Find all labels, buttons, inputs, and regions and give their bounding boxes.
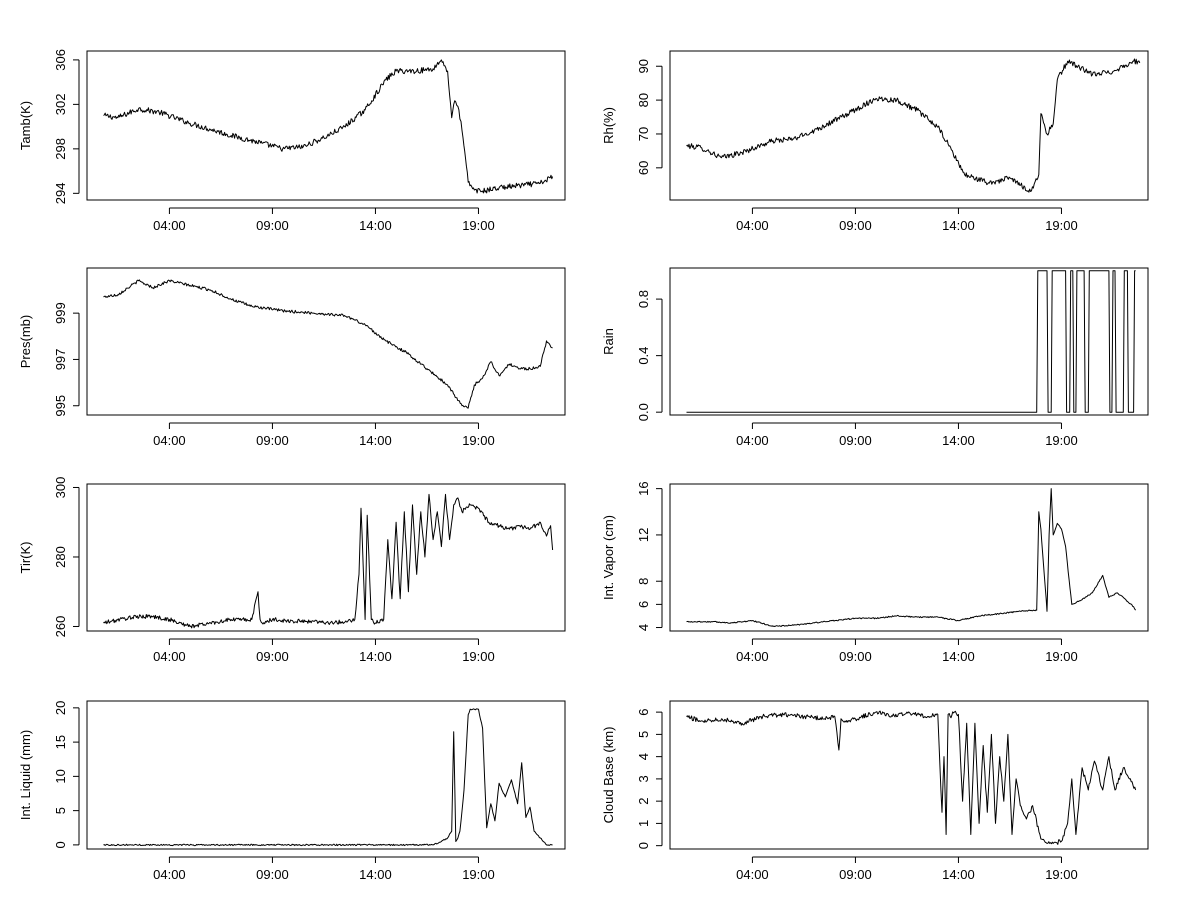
y-tick-label: 997: [53, 349, 68, 371]
x-tick-label: 19:00: [462, 867, 495, 882]
x-tick-label: 19:00: [462, 649, 495, 664]
panel-2: 04:00 09:00 14:00 19:00 60 70 80 90 Rh(%): [601, 50, 1149, 233]
y-tick-label: 1: [636, 820, 651, 827]
x-tick-label: 04:00: [153, 867, 186, 882]
panel-4: 04:00 09:00 14:00 19:00 0.0 0.4 0.8 Rain: [601, 267, 1149, 448]
series-line: [686, 488, 1137, 627]
y-tick-label: 300: [53, 477, 68, 499]
y-tick-label: 5: [53, 807, 68, 814]
y-tick-label: 999: [53, 302, 68, 324]
x-tick-label: 09:00: [839, 218, 872, 233]
plot-frame: [86, 267, 566, 416]
y-tick-label: 16: [636, 481, 651, 495]
x-tick-label: 04:00: [153, 218, 186, 233]
y-tick-label: 0: [636, 842, 651, 849]
y-tick-label: 6: [636, 709, 651, 716]
y-tick-label: 294: [53, 182, 68, 204]
y-tick-label: 6: [636, 601, 651, 608]
y-axis-title: Rain: [601, 328, 616, 355]
y-axis-title: Pres(mb): [18, 315, 33, 368]
plot-frame: [86, 483, 566, 632]
x-tick-label: 19:00: [1045, 867, 1078, 882]
series-line: [103, 708, 553, 847]
y-tick-label: 3: [636, 775, 651, 782]
series-line: [103, 279, 553, 409]
y-axis-title: Rh(%): [601, 107, 616, 144]
x-tick-label: 09:00: [256, 218, 289, 233]
x-tick-label: 14:00: [942, 867, 975, 882]
y-axis-title: Tir(K): [18, 541, 33, 573]
plot-frame: [86, 50, 566, 201]
y-tick-label: 5: [636, 731, 651, 738]
y-axis-title: Cloud Base (km): [601, 727, 616, 824]
plot-frame: [669, 50, 1149, 201]
x-tick-label: 19:00: [462, 433, 495, 448]
plot-frame: [669, 267, 1149, 416]
x-tick-label: 09:00: [839, 867, 872, 882]
series-line: [103, 493, 554, 629]
x-tick-label: 19:00: [1045, 649, 1078, 664]
panel-5: 04:00 09:00 14:00 19:00 260 280 300 Tir(K): [18, 477, 566, 664]
plot-frame: [669, 483, 1149, 632]
plot-frame: [86, 700, 566, 850]
x-tick-label: 04:00: [736, 649, 769, 664]
y-tick-label: 80: [636, 93, 651, 107]
y-tick-label: 306: [53, 49, 68, 71]
x-tick-label: 19:00: [1045, 218, 1078, 233]
y-tick-label: 10: [53, 769, 68, 783]
series-line: [103, 59, 554, 194]
x-tick-label: 09:00: [256, 433, 289, 448]
y-tick-label: 70: [636, 127, 651, 141]
x-tick-label: 14:00: [942, 218, 975, 233]
x-tick-label: 14:00: [359, 433, 392, 448]
x-tick-label: 14:00: [359, 867, 392, 882]
y-tick-label: 2: [636, 798, 651, 805]
y-axis-title: Int. Liquid (mm): [18, 730, 33, 820]
y-tick-label: 995: [53, 395, 68, 417]
y-tick-label: 90: [636, 59, 651, 73]
x-tick-label: 04:00: [736, 867, 769, 882]
x-tick-label: 14:00: [942, 649, 975, 664]
y-tick-label: 302: [53, 94, 68, 116]
x-tick-label: 09:00: [256, 649, 289, 664]
series-line: [686, 710, 1137, 845]
y-tick-label: 260: [53, 616, 68, 638]
x-tick-label: 04:00: [153, 649, 186, 664]
series-line: [686, 58, 1141, 193]
panel-3: 04:00 09:00 14:00 19:00 995 997 999 Pres(mb): [18, 267, 566, 448]
y-tick-label: 8: [636, 578, 651, 585]
x-tick-label: 09:00: [839, 433, 872, 448]
y-tick-label: 0.0: [636, 403, 651, 421]
panel-7: 04:00 09:00 14:00 19:00 0 5 10 15 20 Int. Liquid …: [18, 700, 566, 882]
y-tick-label: 60: [636, 161, 651, 175]
x-tick-label: 04:00: [736, 218, 769, 233]
y-tick-label: 0.4: [636, 347, 651, 365]
x-tick-label: 04:00: [736, 433, 769, 448]
y-tick-label: 298: [53, 138, 68, 160]
x-tick-label: 19:00: [1045, 433, 1078, 448]
x-tick-label: 14:00: [942, 433, 975, 448]
y-tick-label: 12: [636, 528, 651, 542]
series-line: [686, 270, 1136, 413]
y-tick-label: 280: [53, 546, 68, 568]
panel-1: 04:00 09:00 14:00 19:00 294 298 302 306 Tamb(K): [18, 49, 566, 233]
y-tick-label: 4: [636, 753, 651, 760]
y-tick-label: 20: [53, 701, 68, 715]
panel-6: 04:00 09:00 14:00 19:00 4 6 8 12 16 Int. Vapor (c…: [601, 481, 1149, 664]
y-axis-title: Int. Vapor (cm): [601, 515, 616, 600]
x-tick-label: 04:00: [153, 433, 186, 448]
y-tick-label: 0.8: [636, 290, 651, 308]
y-axis-title: Tamb(K): [18, 101, 33, 150]
x-tick-label: 14:00: [359, 218, 392, 233]
panel-8: 04:00 09:00 14:00 19:00 0 1 2 3 4 5 6 Cloud Base (k…: [601, 700, 1149, 882]
x-tick-label: 09:00: [256, 867, 289, 882]
y-tick-label: 4: [636, 624, 651, 631]
plot-frame: [669, 700, 1149, 850]
x-tick-label: 14:00: [359, 649, 392, 664]
y-tick-label: 0: [53, 841, 68, 848]
x-tick-label: 09:00: [839, 649, 872, 664]
y-tick-label: 15: [53, 735, 68, 749]
x-tick-label: 19:00: [462, 218, 495, 233]
